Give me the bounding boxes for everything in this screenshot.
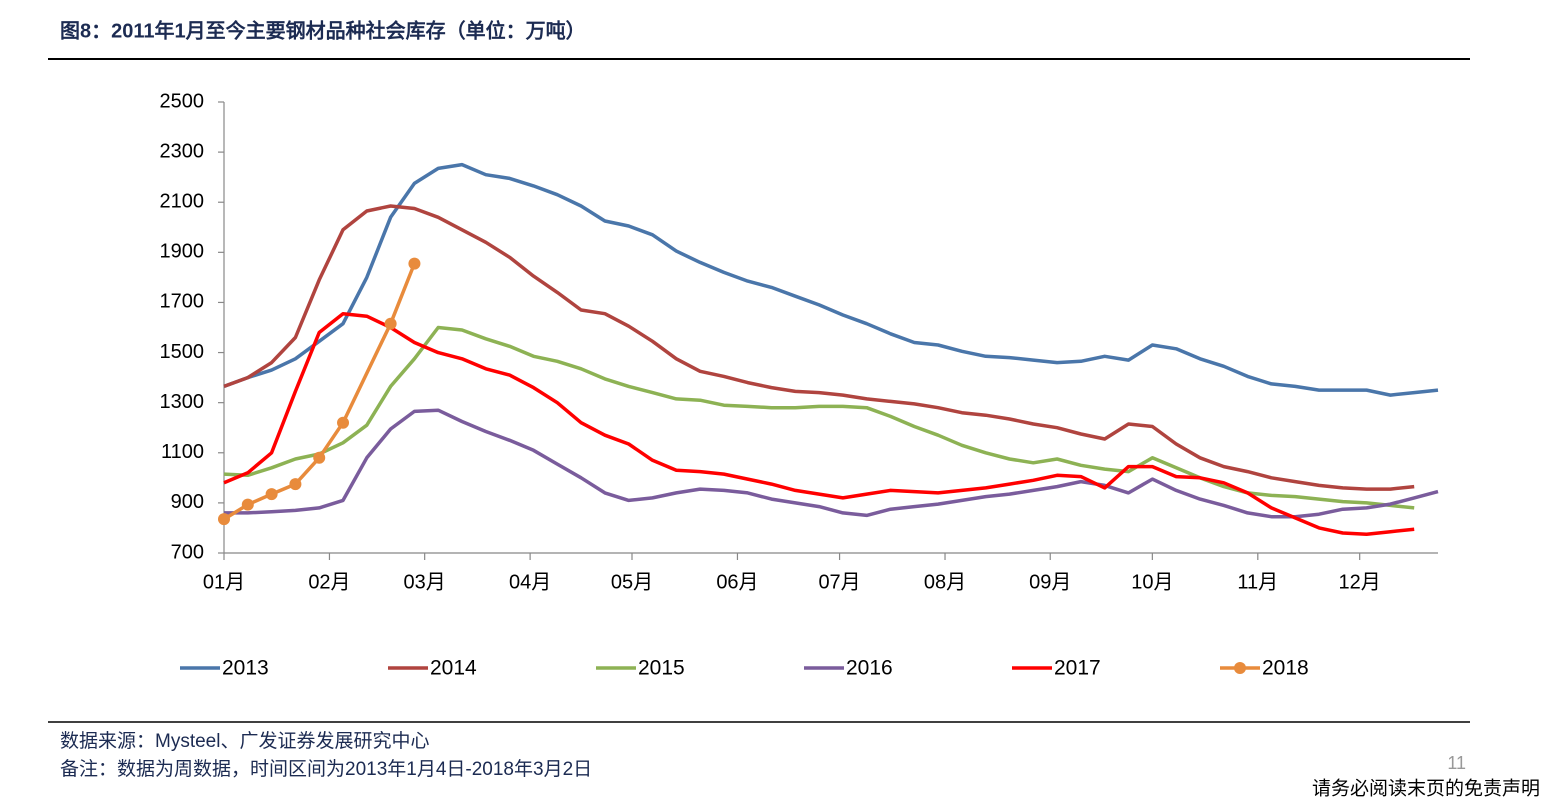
- x-tick-label: 06月: [716, 571, 758, 593]
- series-marker: [289, 478, 302, 491]
- x-tick-label: 12月: [1339, 571, 1381, 593]
- series-marker: [265, 488, 278, 501]
- legend-label: 2016: [846, 657, 893, 680]
- legend-label: 2017: [1054, 657, 1101, 680]
- chart-title: 图8：2011年1月至今主要钢材品种社会库存（单位：万吨）: [60, 18, 586, 42]
- series-marker: [313, 451, 326, 464]
- x-tick-label: 03月: [404, 571, 446, 593]
- series-marker: [218, 513, 230, 526]
- x-tick-label: 02月: [308, 571, 350, 593]
- x-tick-label: 04月: [509, 571, 551, 593]
- y-tick-label: 700: [171, 541, 204, 563]
- legend-label: 2015: [638, 657, 685, 680]
- series-line: [224, 408, 1439, 519]
- y-tick-label: 900: [171, 491, 204, 513]
- disclaimer: 请务必阅读末页的免责声明: [1312, 777, 1540, 799]
- y-tick-label: 1500: [160, 341, 205, 363]
- page-number: 11: [1447, 753, 1466, 773]
- x-tick-label: 08月: [924, 571, 966, 593]
- note: 备注：数据为周数据，时间区间为2013年1月4日-2018年3月2日: [60, 758, 592, 780]
- series-line: [223, 162, 1439, 397]
- x-tick-label: 01月: [203, 571, 245, 593]
- legend-marker: [1234, 662, 1246, 674]
- series-marker: [337, 416, 350, 429]
- x-tick-label: 05月: [611, 571, 653, 593]
- series-marker: [408, 257, 421, 270]
- x-tick-label: 09月: [1029, 571, 1071, 593]
- y-tick-label: 1900: [160, 241, 205, 263]
- y-tick-label: 1300: [160, 391, 205, 413]
- y-tick-label: 2500: [160, 90, 205, 112]
- legend-label: 2014: [430, 657, 477, 680]
- series-marker: [384, 317, 397, 330]
- series-line: [223, 204, 1415, 491]
- x-tick-label: 10月: [1131, 571, 1173, 593]
- x-tick-label: 07月: [818, 571, 860, 593]
- y-tick-label: 1100: [161, 441, 204, 463]
- legend-label: 2018: [1262, 657, 1309, 680]
- legend-label: 2013: [222, 657, 269, 680]
- source: 数据来源：Mysteel、广发证券发展研究中心: [60, 730, 429, 752]
- x-tick-label: 11月: [1237, 571, 1278, 593]
- y-tick-label: 1700: [160, 291, 205, 313]
- series-line: [223, 325, 1415, 510]
- series-marker: [241, 498, 254, 511]
- y-tick-label: 2100: [160, 191, 205, 213]
- series-line: [223, 311, 1415, 536]
- y-tick-label: 2300: [160, 140, 205, 162]
